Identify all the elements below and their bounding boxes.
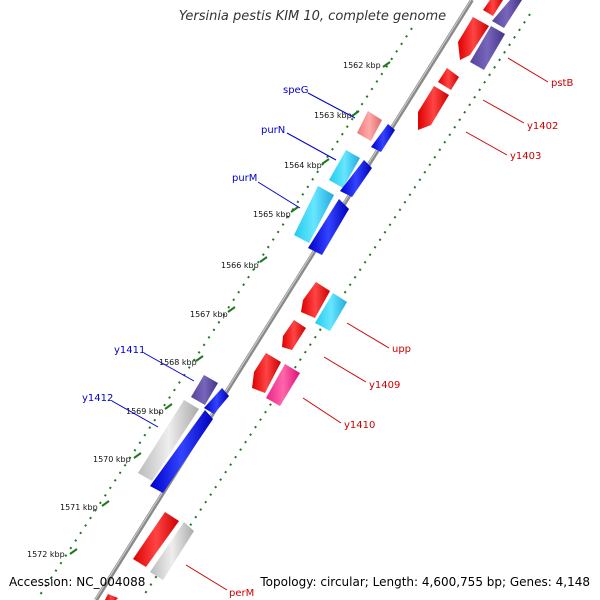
kbp-label: 1564 kbp <box>284 161 322 170</box>
outer-left-track <box>37 27 413 599</box>
gene-features[interactable] <box>105 0 522 600</box>
kbp-label: 1572 kbp <box>27 550 65 559</box>
gene-label-perM: perM <box>229 588 254 599</box>
gene-red-arrow-upp[interactable] <box>301 282 330 318</box>
gene-label-upp: upp <box>392 344 411 355</box>
kbp-label: 1565 kbp <box>253 210 291 219</box>
gene-label-pstB: pstB <box>551 78 573 89</box>
kbp-label: 1563 kbp <box>314 111 352 120</box>
accession-label: Accession: NC_004088 <box>9 575 146 589</box>
gene-purN[interactable] <box>329 150 360 188</box>
gene-blue-long-b[interactable] <box>150 410 213 493</box>
kbp-label: 1567 kbp <box>190 310 228 319</box>
kbp-label: 1571 kbp <box>60 503 98 512</box>
gene-small-red-a[interactable] <box>438 68 459 90</box>
kbp-label: 1566 kbp <box>221 261 259 270</box>
gene-y1409[interactable] <box>252 353 281 393</box>
gene-pstB-purple[interactable] <box>492 0 522 28</box>
kbp-labels: 1562 kbp 1563 kbp 1564 kbp 1565 kbp 1566… <box>27 61 381 559</box>
kbp-label: 1568 kbp <box>159 358 197 367</box>
gene-y1403[interactable] <box>418 86 449 130</box>
gene-label-y1411: y1411 <box>114 345 145 356</box>
gene-blue-arrow-b[interactable] <box>340 160 372 197</box>
gene-upp[interactable] <box>315 293 347 331</box>
leader-lines <box>111 57 549 591</box>
gene-blue-long[interactable] <box>308 199 349 255</box>
gene-blue-arrow-c[interactable] <box>204 388 229 414</box>
gene-perM[interactable] <box>150 522 194 580</box>
gene-y1410[interactable] <box>266 364 300 406</box>
kbp-label: 1570 kbp <box>93 455 131 464</box>
gene-label-y1412: y1412 <box>82 393 113 404</box>
gene-y1402[interactable] <box>458 17 489 60</box>
gene-pstB-block[interactable] <box>483 0 503 16</box>
gene-red-bottom[interactable] <box>105 594 118 600</box>
genome-backbone <box>94 0 474 600</box>
gene-label-purN: purN <box>261 125 285 136</box>
gene-y1412[interactable] <box>138 400 199 481</box>
gene-red-perM-a[interactable] <box>133 512 179 567</box>
topology-label: Topology: circular; Length: 4,600,755 bp… <box>260 575 590 589</box>
genome-title: Yersinia pestis KIM 10, complete genome <box>178 9 447 24</box>
gene-purM[interactable] <box>294 186 334 243</box>
gene-y1411[interactable] <box>191 375 218 405</box>
gene-label-y1410: y1410 <box>344 420 375 431</box>
kbp-tick-marks <box>69 61 391 555</box>
gene-label-speG: speG <box>283 85 308 96</box>
gene-red-small[interactable] <box>282 320 306 350</box>
gene-label-y1402: y1402 <box>527 121 558 132</box>
gene-label-y1409: y1409 <box>369 380 400 391</box>
gene-label-purM: purM <box>232 173 257 184</box>
kbp-label: 1562 kbp <box>343 61 381 70</box>
gene-speG[interactable] <box>357 111 382 141</box>
gene-purple-2[interactable] <box>470 26 505 70</box>
gene-label-y1403: y1403 <box>510 151 541 162</box>
kbp-label: 1569 kbp <box>126 407 164 416</box>
gene-blue-arrow-a[interactable] <box>371 124 395 152</box>
